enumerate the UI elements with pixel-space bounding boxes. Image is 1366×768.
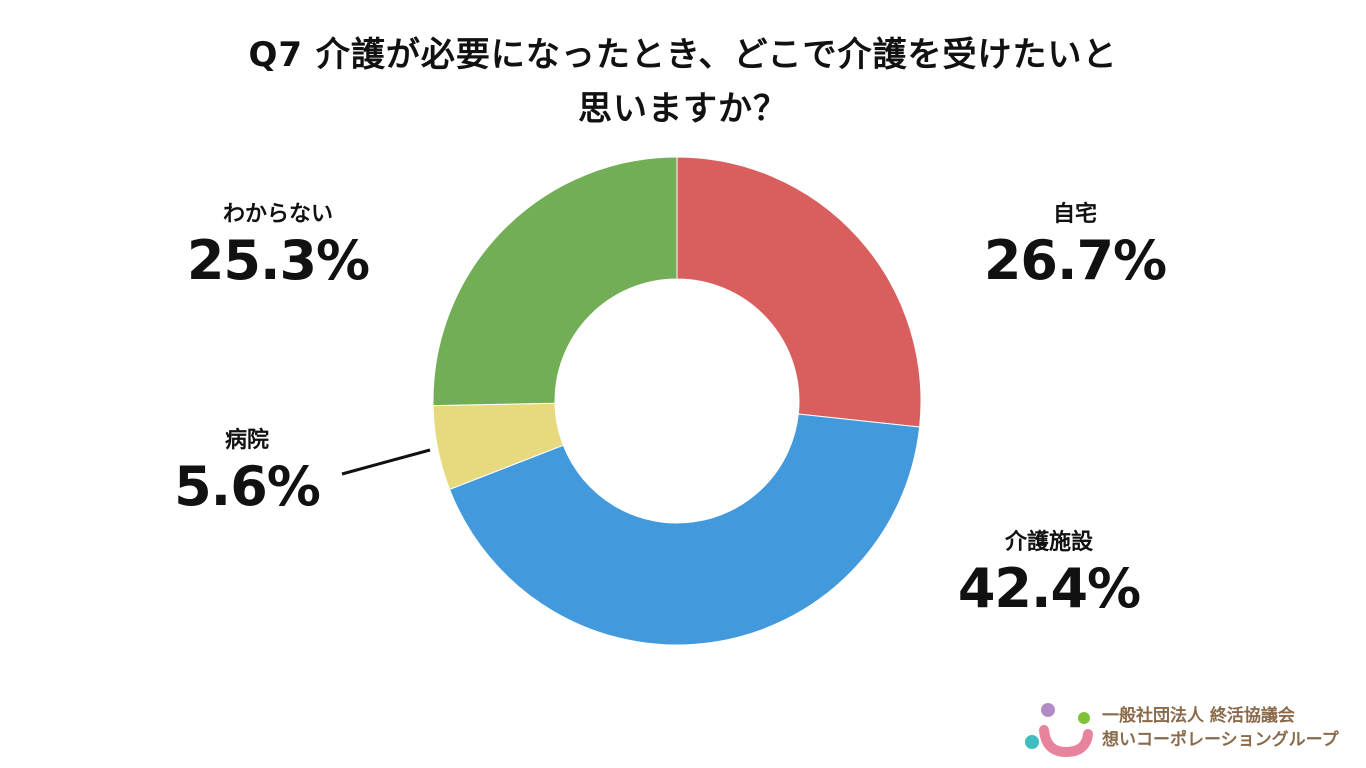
slice-label-わからない: わからない 25.3% — [163, 200, 393, 292]
brand-mark-icon — [1025, 703, 1093, 758]
slice-label-病院: 病院 5.6% — [132, 426, 362, 518]
brand-name-line-1: 一般社団法人 終活協議会 — [1102, 706, 1295, 726]
brand-logo: 一般社団法人 終活協議会 想いコーポレーショングループ — [1018, 700, 1358, 758]
chart-title: Q7 介護が必要になったとき、どこで介護を受けたいと 思いますか？ — [0, 28, 1366, 136]
slice-label-value: 5.6% — [174, 455, 321, 518]
slice-label-自宅: 自宅 26.7% — [960, 200, 1190, 292]
donut-slice-わからない — [432, 156, 678, 407]
brand-name: 一般社団法人 終活協議会 想いコーポレーショングループ — [1102, 704, 1339, 752]
slice-label-name: 介護施設 — [1004, 530, 1093, 555]
slice-label-name: 自宅 — [1052, 202, 1097, 227]
slice-label-value: 42.4% — [957, 557, 1141, 620]
chart-title-line-1: Q7 介護が必要になったとき、どこで介護を受けたいと — [248, 35, 1118, 75]
leader-line-病院 — [341, 448, 431, 476]
slice-label-name: 病院 — [224, 428, 269, 453]
slice-label-value: 25.3% — [186, 229, 370, 292]
slice-label-value: 26.7% — [983, 229, 1167, 292]
slice-label-name: わからない — [222, 202, 333, 227]
donut-slice-介護施設 — [448, 413, 921, 646]
brand-name-line-2: 想いコーポレーショングループ — [1102, 730, 1339, 750]
slice-label-介護施設: 介護施設 42.4% — [934, 528, 1164, 620]
donut-slice-自宅 — [676, 156, 922, 428]
chart-title-line-2: 思いますか？ — [578, 89, 788, 129]
